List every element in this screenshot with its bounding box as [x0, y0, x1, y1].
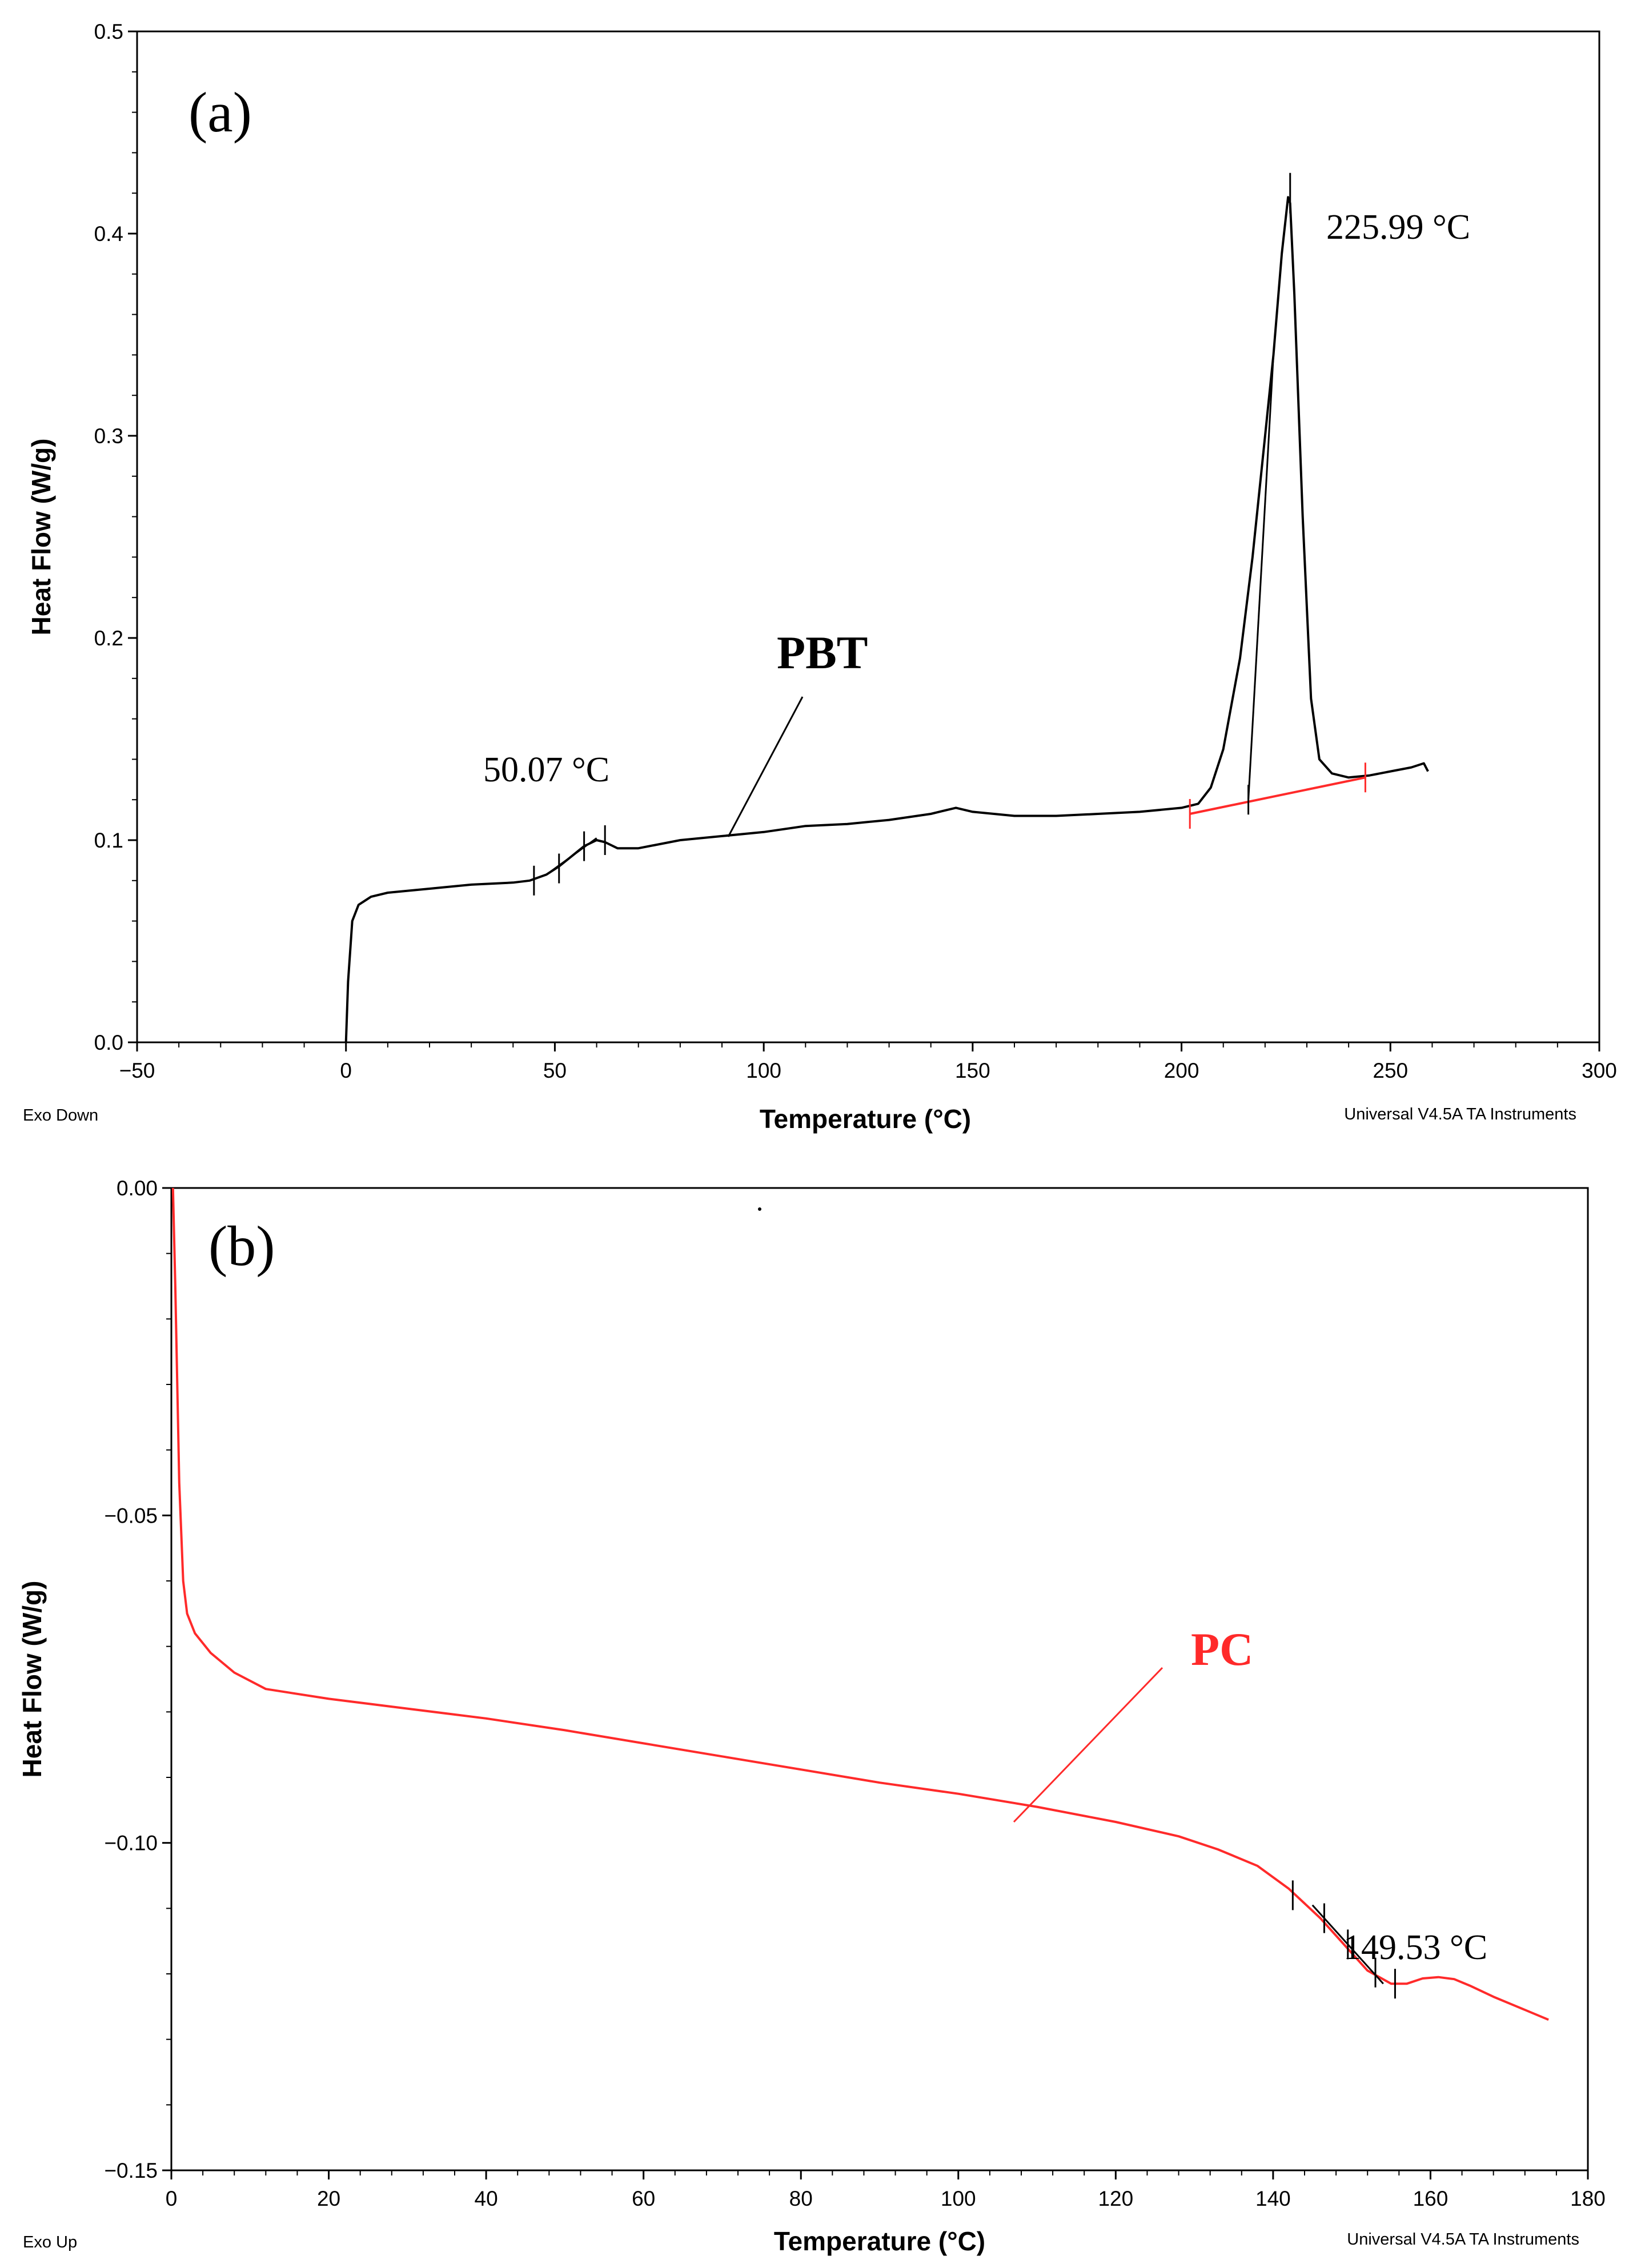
x-tick-label: 300 [1582, 1059, 1617, 1082]
panel-a-exo-note: Exo Down [23, 1106, 98, 1125]
panel-a-series-label-pbt: PBT [777, 627, 868, 679]
panel-b-plot-frame [170, 1187, 1589, 2171]
panel-b-y-axis-title: Heat Flow (W/g) [17, 1581, 47, 1778]
panel-a-label: (a) [188, 81, 252, 144]
x-tick-label: 20 [317, 2187, 340, 2210]
y-tick-label: 0.00 [117, 1177, 158, 1200]
panel-a-y-ticks: 0.0 0.1 0.2 0.3 0.4 0.5 [94, 20, 137, 1054]
y-tick-label: −0.05 [104, 1504, 158, 1527]
x-tick-label: 120 [1098, 2187, 1133, 2210]
x-tick-label: −50 [119, 1059, 155, 1082]
x-tick-label: 0 [340, 1059, 352, 1082]
y-tick-label: −0.15 [104, 2159, 158, 2182]
x-tick-label: 80 [789, 2187, 813, 2210]
y-tick-label: 0.1 [94, 829, 123, 852]
panel-b-analysis-markers [1291, 1880, 1396, 1999]
x-tick-label: 50 [543, 1059, 567, 1082]
panel-a-analysis-markers [533, 172, 1366, 896]
panel-a-x-ticks: −50 0 50 100 150 200 250 300 [119, 1042, 1617, 1082]
series-line-pbt [344, 196, 1429, 1043]
panel-b-x-axis-title: Temperature (°C) [774, 2226, 985, 2256]
tg-tangent-line [1311, 1904, 1384, 1985]
y-tick-label: −0.10 [104, 1832, 158, 1855]
panel-b-label: (b) [208, 1214, 275, 1278]
x-tick-label: 140 [1255, 2187, 1291, 2210]
panel-b-y-ticks: 0.00 −0.05 −0.10 −0.15 [104, 1177, 171, 2182]
x-tick-label: 150 [955, 1059, 990, 1082]
y-tick-label: 0.4 [94, 222, 123, 246]
panel-a-peak-annotation: 225.99 °C [1326, 208, 1470, 247]
x-tick-label: 40 [475, 2187, 498, 2210]
panel-b-stray-dot [758, 1207, 761, 1211]
panel-b-exo-note: Exo Up [23, 2233, 77, 2251]
panel-a-y-axis-title: Heat Flow (W/g) [26, 439, 56, 636]
panel-a-instrument-note: Universal V4.5A TA Instruments [1344, 1105, 1576, 1123]
x-tick-label: 250 [1373, 1059, 1408, 1082]
x-tick-label: 100 [941, 2187, 976, 2210]
panel-b-series-label-pc: PC [1191, 1623, 1253, 1675]
panel-b-series [171, 1187, 1549, 2021]
series-line-baseline [1189, 776, 1366, 815]
panel-b-pc-leader-line [1013, 1667, 1163, 1823]
x-tick-label: 180 [1570, 2187, 1606, 2210]
panel-b-instrument-note: Universal V4.5A TA Instruments [1347, 2230, 1579, 2249]
y-tick-label: 0.3 [94, 424, 123, 448]
x-tick-label: 200 [1164, 1059, 1199, 1082]
x-tick-label: 100 [746, 1059, 781, 1082]
panel-a-pbt-leader-line [727, 696, 804, 837]
panel-a-tg-annotation: 50.07 °C [483, 750, 609, 789]
y-tick-label: 0.0 [94, 1031, 123, 1054]
x-tick-label: 160 [1413, 2187, 1449, 2210]
panel-b: 0 20 40 60 80 100 120 140 160 180 0.00 −0.05 −0.10 −… [17, 1177, 1606, 2256]
panel-b-x-ticks: 0 20 40 60 80 100 120 140 160 180 [166, 2170, 1606, 2210]
x-tick-label: 60 [632, 2187, 655, 2210]
tg-tangent-line [545, 837, 597, 876]
panel-a-plot-frame [136, 30, 1600, 1043]
y-tick-label: 0.5 [94, 20, 123, 43]
panel-a-x-axis-title: Temperature (°C) [760, 1104, 971, 1134]
panel-a-series [344, 196, 1429, 1043]
y-tick-label: 0.2 [94, 627, 123, 650]
x-tick-label: 0 [166, 2187, 178, 2210]
panel-a: −50 0 50 100 150 200 250 300 0.0 0.1 0.2 0.3 0.4 0.5… [23, 20, 1617, 1134]
series-line-pc [171, 1187, 1549, 2021]
melt-onset-tangent [1247, 355, 1274, 800]
panel-b-tg-annotation: 149.53 °C [1343, 1928, 1487, 1967]
